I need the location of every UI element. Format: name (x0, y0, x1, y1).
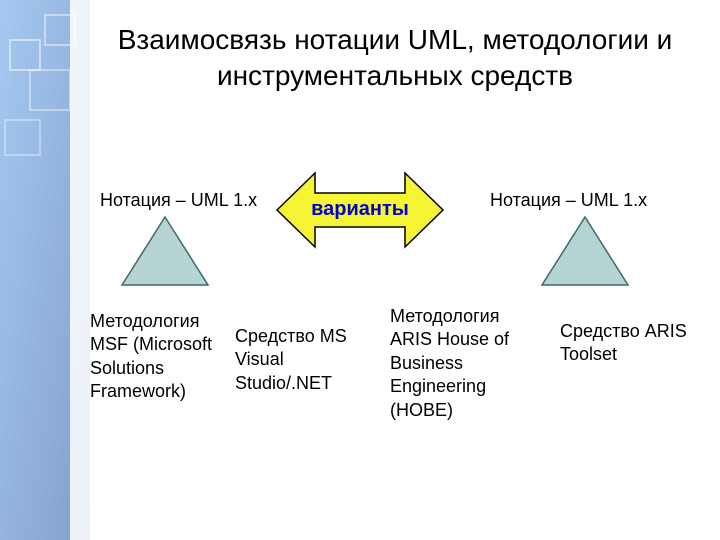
methodology-msf: Методология MSF (Microsoft Solutions Fra… (90, 310, 230, 404)
tool-aris-toolset: Средство ARIS Toolset (560, 320, 700, 367)
variants-arrow: варианты (275, 165, 445, 260)
notation-left: Нотация – UML 1.x (100, 190, 257, 211)
triangle-right (540, 215, 630, 287)
page-title: Взаимосвязь нотации UML, методологии и и… (100, 22, 690, 95)
triangle-left (120, 215, 210, 287)
bg-decoration (0, 0, 90, 540)
notation-right: Нотация – UML 1.x (490, 190, 647, 211)
tool-visual-studio: Средство MS Visual Studio/.NET (235, 325, 355, 395)
arrow-label: варианты (275, 198, 445, 221)
methodology-aris: Методология ARIS House of Business Engin… (390, 305, 530, 422)
